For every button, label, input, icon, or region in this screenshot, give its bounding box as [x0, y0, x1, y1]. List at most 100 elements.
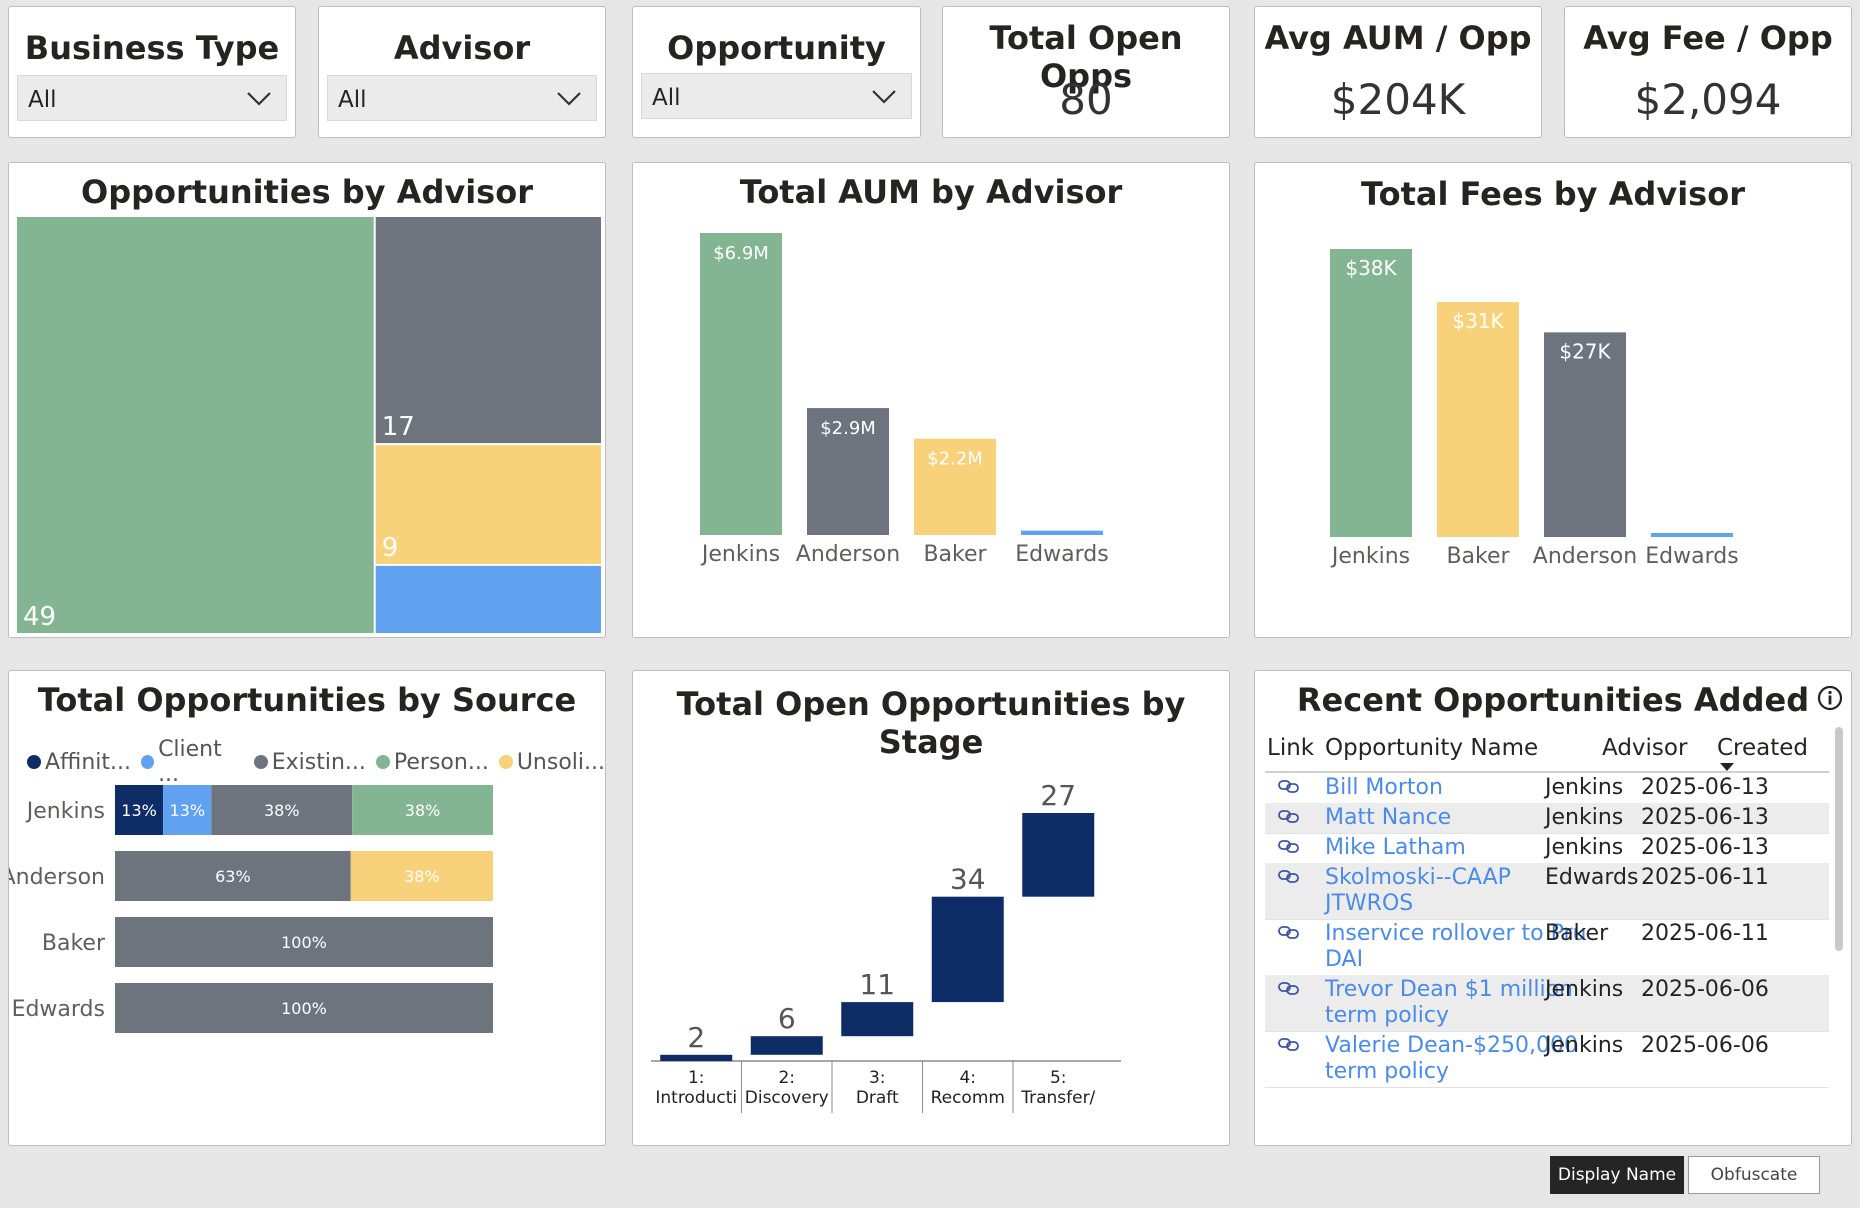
stacked-segment-existing	[115, 851, 351, 901]
x-tick-label: 3:	[869, 1068, 886, 1088]
dropdown-value: All	[28, 87, 57, 113]
link-icon[interactable]	[1277, 1036, 1301, 1052]
advisor-cell-text: Jenkins	[1545, 805, 1624, 830]
info-icon[interactable]	[1817, 685, 1843, 711]
x-tick-label: Edwards	[1645, 544, 1738, 569]
table-row[interactable]: Mike Latham Jenkins 2025-06-13	[1265, 833, 1829, 864]
treemap-tile-anderson	[375, 217, 601, 444]
treemap-label: 49	[23, 602, 56, 632]
link-icon[interactable]	[1277, 924, 1301, 940]
opportunity-name-line: Valerie Dean-$250,000	[1325, 1033, 1578, 1058]
table-row[interactable]: Inservice rollover to Pru DAI Baker 2025-06…	[1265, 919, 1829, 976]
stacked-segment-client	[163, 785, 212, 835]
opportunity-name-link[interactable]: Bill Morton	[1325, 775, 1443, 801]
legend-label: Affinit...	[45, 749, 131, 775]
kpi-value: 80	[1059, 75, 1113, 124]
kpi-value: $204K	[1330, 75, 1466, 124]
segment-label: 13%	[121, 801, 157, 820]
opportunity-name-link[interactable]: Trevor Dean $1 million term policy	[1325, 977, 1573, 1029]
legend-item[interactable]: Person...	[375, 737, 489, 787]
bar-baker	[914, 438, 996, 535]
advisor-cell-text: Jenkins	[1545, 775, 1624, 800]
aum-chart-card: Total AUM by Advisor $6.9M Jenkins $2.9M An…	[632, 162, 1230, 638]
x-tick-label: Recomm	[931, 1088, 1005, 1108]
legend-item[interactable]: Unsoli...	[498, 737, 605, 787]
source-legend: Affinit... Client ... Existin... Person... U…	[27, 737, 605, 787]
treemap-chart: 49 17 9	[17, 217, 601, 633]
column-header-created[interactable]: Created	[1717, 735, 1809, 761]
stacked-segment-unsolicited	[350, 851, 493, 901]
sort-descending-icon[interactable]	[1719, 762, 1735, 772]
table-scrollbar[interactable]	[1835, 727, 1843, 951]
stage-chart-title: Total Open Opportunities by Stage	[676, 685, 1186, 761]
bar-anderson	[1544, 332, 1626, 537]
fees-chart-card: Total Fees by Advisor $38K Jenkins $31K Bak…	[1254, 162, 1852, 638]
link-icon[interactable]	[1277, 838, 1301, 854]
legend-dot	[253, 755, 268, 769]
data-label: 6	[778, 1002, 796, 1035]
stacked-segment-existing	[211, 785, 353, 835]
opportunity-name-line: Matt Nance	[1325, 805, 1452, 830]
table-row[interactable]: Trevor Dean $1 million term policy Jenkins…	[1265, 975, 1829, 1032]
opportunity-name-link[interactable]: Skolmoski--CAAP JTWROS	[1325, 865, 1511, 917]
bar-edwards	[1021, 530, 1103, 535]
column-header-link[interactable]: Link	[1267, 735, 1315, 761]
table-row[interactable]: Skolmoski--CAAP JTWROS Edwards 2025-06-11	[1265, 863, 1829, 920]
recent-opps-title: Recent Opportunities Added	[1296, 681, 1810, 719]
link-icon[interactable]	[1277, 980, 1301, 996]
data-label: $38K	[1345, 256, 1397, 280]
kpi-value: $2,094	[1634, 75, 1782, 124]
segment-label: 63%	[215, 867, 251, 886]
link-icon[interactable]	[1277, 868, 1301, 884]
legend-item[interactable]: Existin...	[253, 737, 366, 787]
opportunity-name-link[interactable]: Matt Nance	[1325, 805, 1451, 831]
kpi-title: Avg Fee / Opp	[1583, 19, 1833, 57]
x-tick-label: Edwards	[1015, 542, 1108, 567]
table-row[interactable]: Valerie Dean-$250,000 term policy Jenkins 2…	[1265, 1031, 1829, 1088]
obfuscate-button[interactable]: Obfuscate	[1688, 1156, 1820, 1194]
segment-label: 13%	[169, 801, 205, 820]
stage-chart-card: Total Open Opportunities by Stage 2 1: Int…	[632, 670, 1230, 1146]
opportunity-name-line: term policy	[1325, 1003, 1450, 1028]
link-icon[interactable]	[1277, 808, 1301, 824]
bar-anderson	[807, 408, 889, 535]
data-label: $2.2M	[927, 449, 983, 470]
segment-label: 38%	[405, 801, 441, 820]
x-tick-label: Anderson	[796, 542, 900, 567]
treemap-label: 17	[382, 412, 415, 442]
advisor-cell-text: Jenkins	[1545, 835, 1624, 860]
opportunity-name-link[interactable]: Inservice rollover to Pru DAI	[1325, 921, 1586, 973]
legend-label: Existin...	[271, 749, 366, 775]
column-header-advisor[interactable]: Advisor	[1602, 735, 1688, 761]
display-name-button[interactable]: Display Name	[1550, 1156, 1684, 1194]
x-tick-label: 1:	[688, 1068, 705, 1088]
treemap-tile-edwards	[375, 565, 601, 633]
chevron-down-icon	[247, 92, 271, 106]
y-tick-label: Edwards	[12, 997, 105, 1022]
link-icon[interactable]	[1277, 778, 1301, 794]
data-label: $2.9M	[820, 418, 876, 439]
opportunity-name-line: Inservice rollover to Pru	[1325, 921, 1587, 946]
segment-label: 38%	[404, 867, 440, 886]
table-row[interactable]: Matt Nance Jenkins 2025-06-13	[1265, 803, 1829, 834]
kpi-title: Avg AUM / Opp	[1264, 19, 1532, 57]
segment-label: 100%	[281, 999, 327, 1018]
column-header-opportunity-name[interactable]: Opportunity Name	[1325, 735, 1539, 761]
opportunity-stage-dropdown[interactable]: All	[641, 73, 912, 119]
business-type-dropdown[interactable]: All	[17, 75, 287, 121]
slicer-title: Business Type	[24, 29, 280, 67]
segment-label: 100%	[281, 933, 327, 952]
created-cell: 2025-06-11	[1641, 865, 1769, 890]
opportunity-name-link[interactable]: Valerie Dean-$250,000 term policy	[1325, 1033, 1578, 1085]
table-row[interactable]: Bill Morton Jenkins 2025-06-13	[1265, 773, 1829, 804]
data-label: $27K	[1559, 339, 1611, 363]
stacked-segment-affinity	[115, 785, 164, 835]
kpi-avg-fee: Avg Fee / Opp $2,094	[1564, 6, 1852, 138]
created-cell: 2025-06-13	[1641, 835, 1769, 860]
opportunity-name-link[interactable]: Mike Latham	[1325, 835, 1466, 861]
advisor-cell-text: Edwards	[1545, 865, 1639, 890]
legend-item[interactable]: Affinit...	[27, 737, 131, 787]
legend-item[interactable]: Client ...	[140, 737, 244, 787]
legend-dot	[498, 755, 513, 769]
advisor-dropdown[interactable]: All	[327, 75, 597, 121]
